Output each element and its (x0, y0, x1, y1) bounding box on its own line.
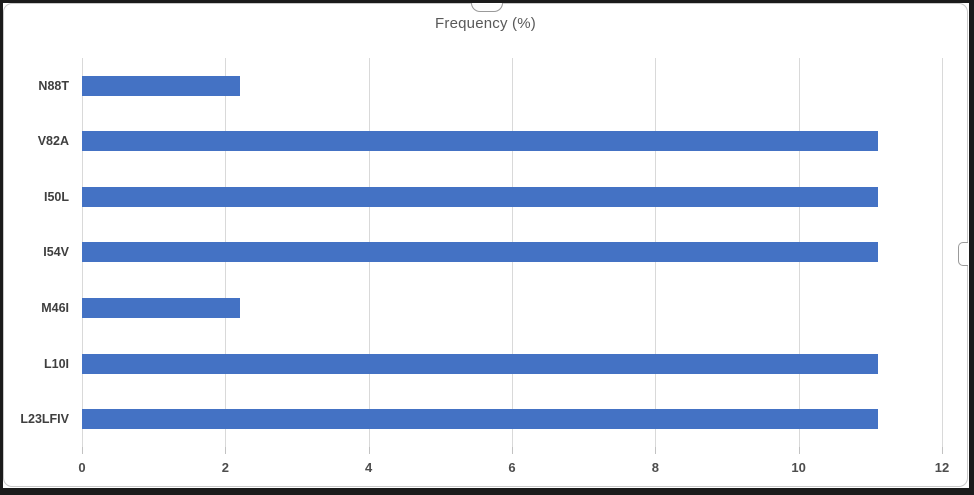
category-label-L23LFIV: L23LFIV (20, 412, 69, 427)
bar-row: I54V (43, 225, 942, 281)
x-axis-label-2: 2 (221, 460, 229, 475)
tick-mark-x-8 (655, 447, 657, 454)
bar-row: N88T (38, 58, 942, 114)
tick-mark-x-2 (225, 447, 227, 454)
bar-I54V (82, 242, 878, 263)
bar-row: V82A (38, 114, 942, 170)
x-axis-label-8: 8 (651, 460, 659, 475)
x-axis-label-4: 4 (365, 460, 373, 475)
bar-row: I50L (44, 169, 942, 225)
chart-area: Frequency (%) 0 2 4 6 8 10 12 N88T V82A I50L I54V M… (3, 3, 968, 487)
bar-row: L23LFIV (20, 391, 942, 447)
x-axis-label-6: 6 (508, 460, 516, 475)
bar-L23LFIV (82, 409, 878, 430)
tick-mark-x-10 (798, 447, 800, 454)
bar-M46I (82, 298, 240, 319)
x-axis-label-0: 0 (78, 460, 86, 475)
bar-I50L (82, 186, 878, 207)
tick-mark-x-12 (942, 447, 943, 454)
bar-V82A (82, 131, 878, 152)
bar-row: M46I (41, 280, 942, 336)
bar-N88T (82, 75, 240, 96)
bar-row: L10I (44, 336, 942, 392)
gridline-x-12 (942, 58, 943, 447)
category-label-I54V: I54V (43, 245, 69, 260)
category-label-V82A: V82A (37, 134, 69, 149)
chart-title: Frequency (%) (435, 15, 536, 32)
category-label-I50L: I50L (43, 189, 69, 204)
tick-mark-x-6 (512, 447, 513, 454)
top-handle-notch (470, 3, 503, 12)
bar-L10I (82, 353, 878, 374)
category-label-L10I: L10I (43, 356, 69, 371)
category-label-M46I: M46I (41, 301, 69, 316)
plot-area: 0 2 4 6 8 10 12 N88T V82A I50L I54V M46I L10I L23LFIV (20, 58, 949, 475)
right-handle-notch (958, 242, 968, 266)
tick-mark-x-0 (82, 447, 83, 454)
category-label-N88T: N88T (38, 78, 69, 93)
x-axis-label-10: 10 (791, 460, 806, 475)
tick-mark-x-4 (368, 447, 370, 454)
x-axis-label-12: 12 (934, 460, 950, 475)
